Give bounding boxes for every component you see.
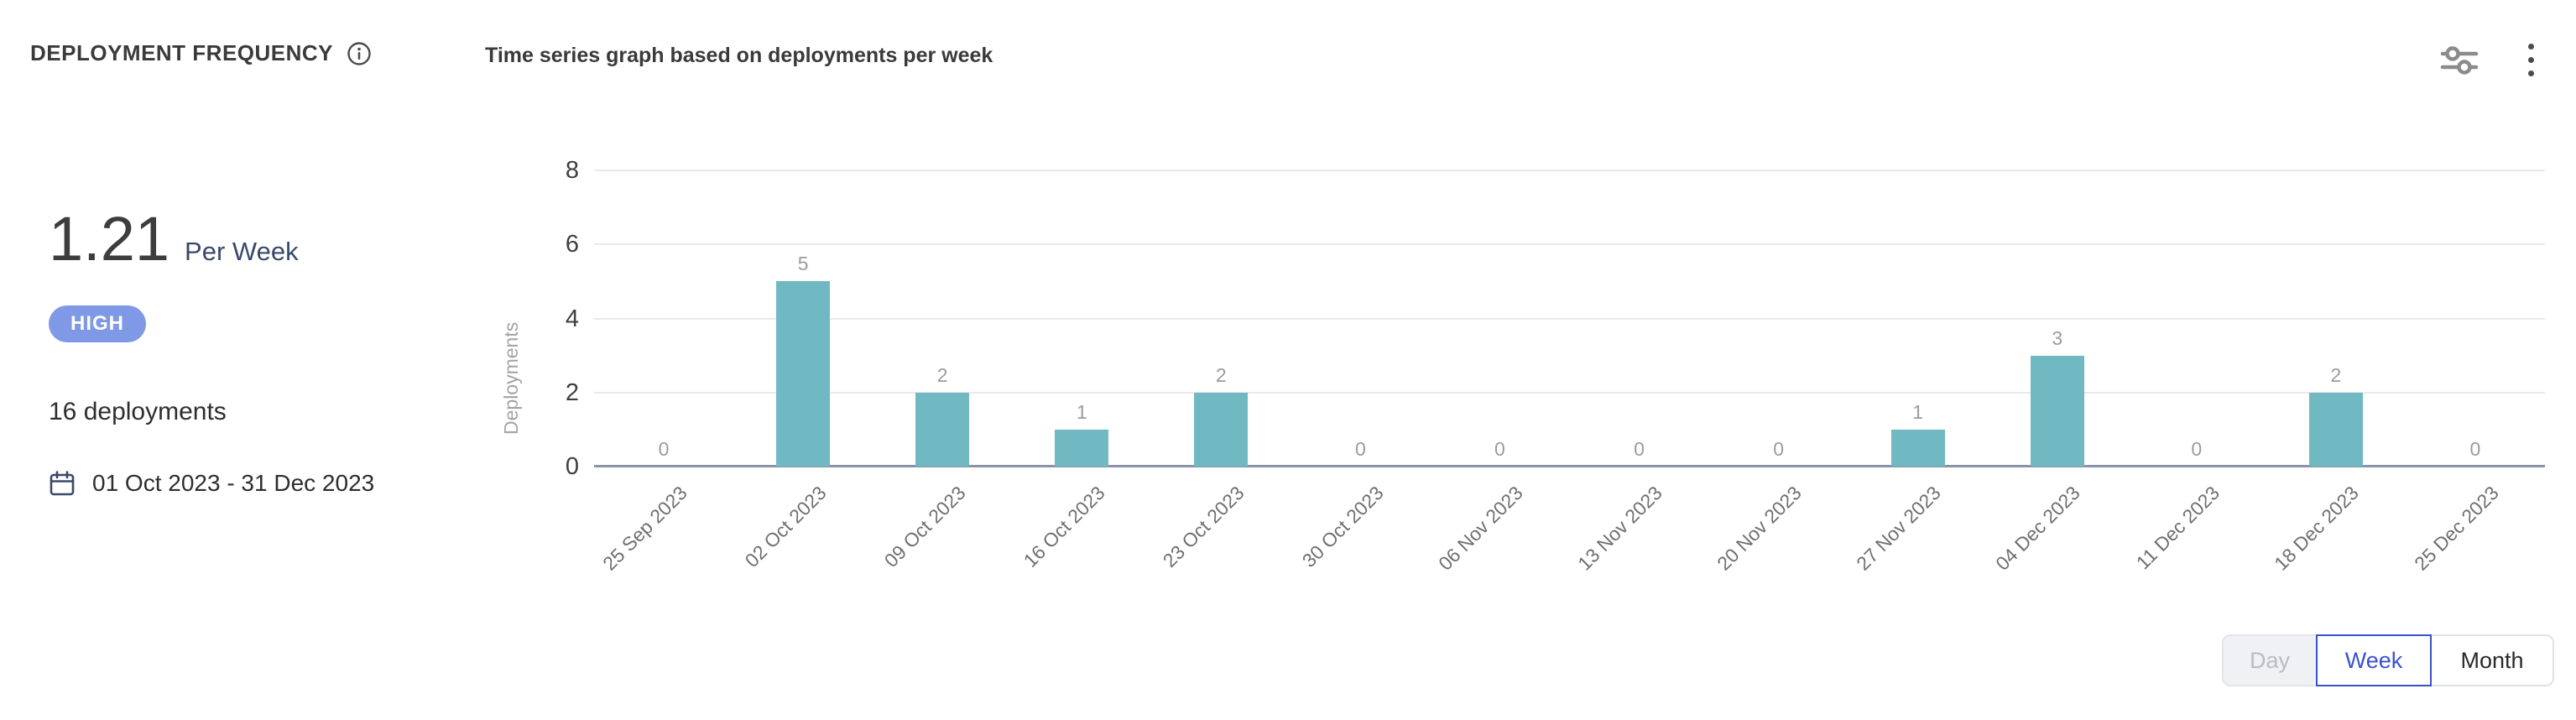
chart-bar[interactable] (2030, 355, 2084, 467)
x-tick-label: 20 Nov 2023 (1713, 482, 1806, 575)
frequency-value: 1.21 (49, 204, 170, 274)
chart-bar[interactable] (915, 392, 970, 467)
y-tick-label: 4 (565, 305, 579, 332)
bar-value-label: 2 (1215, 363, 1227, 386)
gridline (594, 391, 2545, 394)
header-actions (2439, 39, 2542, 81)
y-tick-label: 6 (565, 231, 579, 258)
x-tick-label: 23 Oct 2023 (1158, 482, 1249, 571)
x-tick-label: 25 Sep 2023 (597, 482, 691, 575)
info-icon[interactable] (347, 41, 372, 66)
frequency-unit: Per Week (185, 237, 299, 266)
bar-value-label: 0 (2191, 438, 2203, 460)
chart-bar[interactable] (1890, 429, 1945, 467)
plot-area: 0 5 2 1 2 0 0 0 0 1 3 0 2 0 (594, 170, 2545, 467)
x-tick-label: 30 Oct 2023 (1297, 482, 1388, 571)
date-range: 01 Oct 2023 - 31 Dec 2023 (92, 470, 375, 496)
bar-value-label: 0 (658, 438, 670, 460)
chart-bar[interactable] (2308, 392, 2363, 467)
kebab-menu-icon[interactable] (2520, 39, 2542, 81)
bar-value-label: 2 (936, 363, 948, 386)
calendar-icon (50, 471, 75, 496)
x-axis-baseline (594, 465, 2545, 467)
widget-header: DEPLOYMENT FREQUENCY (30, 40, 372, 66)
x-tick-label: 09 Oct 2023 (879, 482, 970, 571)
x-tick-label: 06 Nov 2023 (1434, 482, 1527, 575)
x-tick-label: 16 Oct 2023 (1019, 482, 1109, 571)
bar-value-label: 2 (2330, 363, 2342, 386)
chart-bar[interactable] (776, 281, 831, 467)
x-tick-label: 04 Dec 2023 (1991, 482, 2085, 575)
widget-title: DEPLOYMENT FREQUENCY (30, 40, 334, 65)
chart-bar[interactable] (1194, 392, 1249, 467)
gridline (594, 243, 2545, 246)
y-tick-label: 0 (565, 453, 579, 480)
chart-bar[interactable] (1055, 429, 1109, 467)
x-tick-label: 02 Oct 2023 (740, 482, 831, 571)
x-tick-label: 11 Dec 2023 (2131, 482, 2224, 574)
date-range-row: 01 Oct 2023 - 31 Dec 2023 (49, 470, 374, 497)
x-tick-label: 18 Dec 2023 (2270, 482, 2364, 575)
chart-subtitle: Time series graph based on deployments p… (485, 44, 993, 67)
bar-value-label: 1 (1912, 400, 1924, 423)
bar-value-label: 0 (2469, 438, 2481, 460)
bar-value-label: 3 (2052, 326, 2063, 349)
sliders-icon[interactable] (2439, 40, 2480, 81)
granularity-month-button[interactable]: Month (2432, 634, 2554, 686)
bar-value-label: 0 (1773, 438, 1784, 460)
bar-value-label: 0 (1354, 438, 1366, 460)
y-tick-label: 8 (565, 157, 579, 184)
x-tick-label: 13 Nov 2023 (1573, 482, 1666, 575)
x-tick-label: 25 Dec 2023 (2409, 482, 2503, 575)
bar-value-label: 5 (797, 253, 809, 275)
gridline (594, 170, 2545, 171)
granularity-day-button[interactable]: Day (2222, 634, 2316, 686)
bar-value-label: 0 (1494, 438, 1505, 460)
granularity-toggle: Day Week Month (2222, 634, 2554, 686)
x-axis-labels: 25 Sep 2023 02 Oct 2023 09 Oct 2023 16 Oct … (594, 467, 2545, 634)
gridline (594, 317, 2545, 320)
granularity-week-button[interactable]: Week (2316, 634, 2432, 686)
performance-badge: HIGH (49, 305, 146, 342)
y-axis-ticks: 0 2 4 6 8 (492, 157, 579, 480)
x-tick-label: 27 Nov 2023 (1852, 482, 1946, 575)
deployments-count: 16 deployments (49, 398, 227, 425)
bar-value-label: 0 (1634, 438, 1645, 460)
bar-value-label: 1 (1076, 400, 1087, 423)
stats-panel: 1.21 Per Week HIGH 16 deployments 01 Oct… (49, 208, 374, 497)
y-tick-label: 2 (565, 378, 579, 406)
